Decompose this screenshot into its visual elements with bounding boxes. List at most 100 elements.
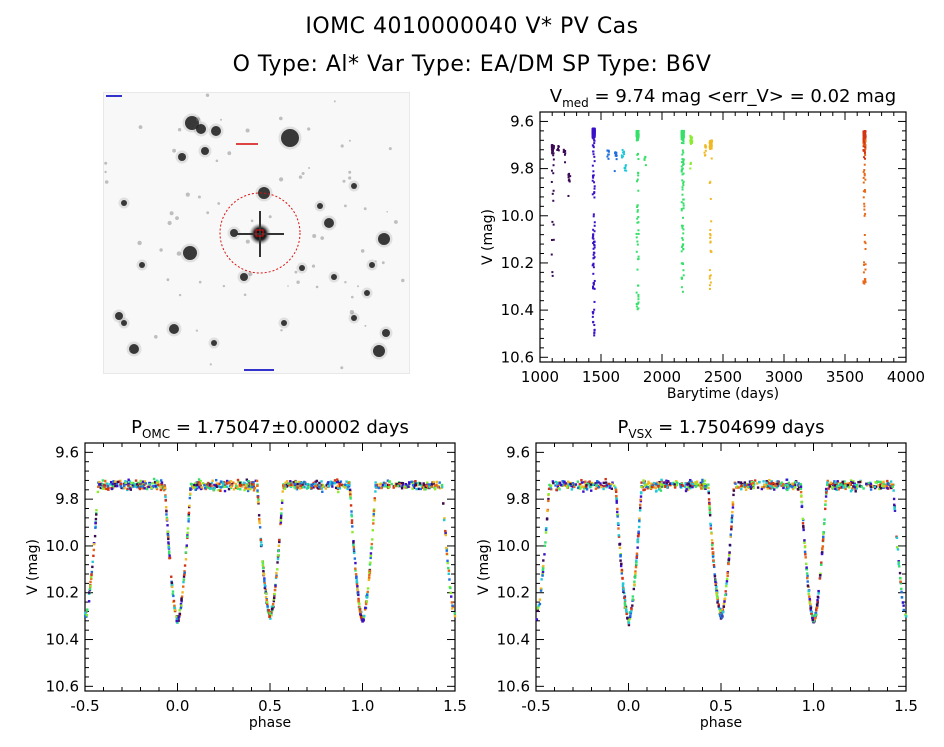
omc-point: [269, 617, 272, 620]
omc-point: [222, 484, 225, 488]
omc-point: [223, 489, 227, 493]
vsx-point: [547, 497, 550, 501]
omc-point: [194, 488, 198, 491]
vsx-point: [563, 483, 567, 487]
omc-point: [135, 483, 139, 486]
omc-point: [232, 488, 236, 491]
vsx-point: [647, 485, 650, 489]
vsx-point: [633, 580, 636, 583]
vsx-point: [642, 481, 646, 485]
field-star-halo: [348, 312, 360, 324]
lc-point: [621, 156, 624, 159]
lc-point: [863, 151, 866, 154]
lc-point: [682, 151, 685, 154]
omc-point: [264, 592, 268, 595]
vsx-point: [554, 484, 557, 487]
omc-point: [138, 487, 142, 491]
omc-title-sub: OMC: [142, 427, 170, 441]
vsx-point: [881, 486, 885, 489]
omc-point: [339, 480, 343, 483]
omc-point: [377, 486, 381, 490]
lc-point: [636, 268, 639, 271]
omc-point: [283, 487, 286, 490]
vsx-point: [698, 483, 701, 486]
omc-point: [120, 486, 123, 490]
vsx-point: [775, 486, 778, 489]
vsx-point: [546, 509, 549, 513]
title-object-id: IOMC 4010000040 V* PV Cas: [305, 14, 639, 39]
vsx-point: [709, 524, 713, 527]
vsx-point: [856, 485, 859, 488]
omc-point: [90, 573, 93, 577]
vsx-point: [904, 613, 907, 616]
omc-point: [374, 484, 377, 487]
vsx-point: [590, 481, 594, 485]
vsx-point: [673, 483, 676, 486]
omc-point: [185, 546, 188, 549]
faint-star: [351, 295, 354, 299]
north-label-mark: [236, 143, 258, 145]
field-star-halo: [375, 230, 393, 248]
omc-point: [266, 602, 269, 606]
lc-point: [635, 305, 638, 308]
omc-point: [209, 487, 212, 490]
lc-point: [863, 240, 866, 243]
vsx-point: [616, 522, 620, 526]
lc-point: [680, 207, 683, 210]
vsx-point: [582, 490, 585, 493]
vsx-point: [896, 548, 900, 551]
omc-point: [336, 478, 339, 481]
lc-ytick-label: 9.6: [510, 112, 534, 130]
lc-point: [864, 279, 867, 282]
omc-point: [276, 561, 279, 564]
lc-ytick-label: 10.4: [501, 301, 534, 319]
field-star-halo: [175, 150, 189, 164]
vsx-point: [720, 616, 724, 619]
omc-point: [306, 482, 309, 486]
lc-point: [592, 283, 595, 286]
omc-point: [207, 481, 210, 485]
vsx-point: [703, 479, 706, 482]
vsx-xlabel: phase: [700, 715, 742, 731]
vsx-point: [558, 481, 561, 485]
lc-point: [636, 204, 639, 207]
omc-point: [268, 615, 271, 618]
omc-point: [355, 582, 359, 585]
vsx-point: [621, 577, 624, 580]
vsx-point: [884, 484, 888, 487]
faint-star: [166, 278, 170, 282]
omc-point: [189, 487, 192, 490]
vsx-point: [804, 553, 807, 556]
omc-point: [209, 485, 212, 489]
lc-point: [593, 334, 596, 337]
omc-point: [182, 580, 185, 584]
field-star-halo: [361, 287, 373, 299]
lc-point: [708, 287, 711, 290]
vsx-xtick-label: 0.0: [617, 697, 641, 715]
omc-point: [183, 564, 187, 567]
omc-point: [443, 518, 446, 522]
vsx-point: [578, 487, 582, 490]
lc-point: [863, 133, 866, 136]
omc-point: [273, 596, 276, 600]
omc-point: [310, 484, 313, 487]
omc-point: [446, 559, 449, 563]
omc-point: [423, 488, 426, 491]
vsx-point: [837, 488, 840, 491]
vsx-point: [748, 480, 752, 483]
vsx-point: [824, 499, 827, 503]
vsx-point: [545, 517, 549, 520]
vsx-point: [722, 602, 726, 605]
omc-point: [183, 571, 186, 574]
omc-point: [189, 492, 192, 495]
omc-point: [136, 485, 139, 489]
omc-point: [420, 484, 423, 487]
omc-point: [133, 483, 136, 486]
faint-star: [159, 248, 163, 252]
faint-star: [344, 204, 347, 208]
omc-point: [199, 487, 203, 491]
vsx-point: [879, 480, 882, 484]
lc-point: [550, 253, 553, 256]
omc-point: [337, 490, 340, 494]
omc-point: [436, 485, 440, 489]
